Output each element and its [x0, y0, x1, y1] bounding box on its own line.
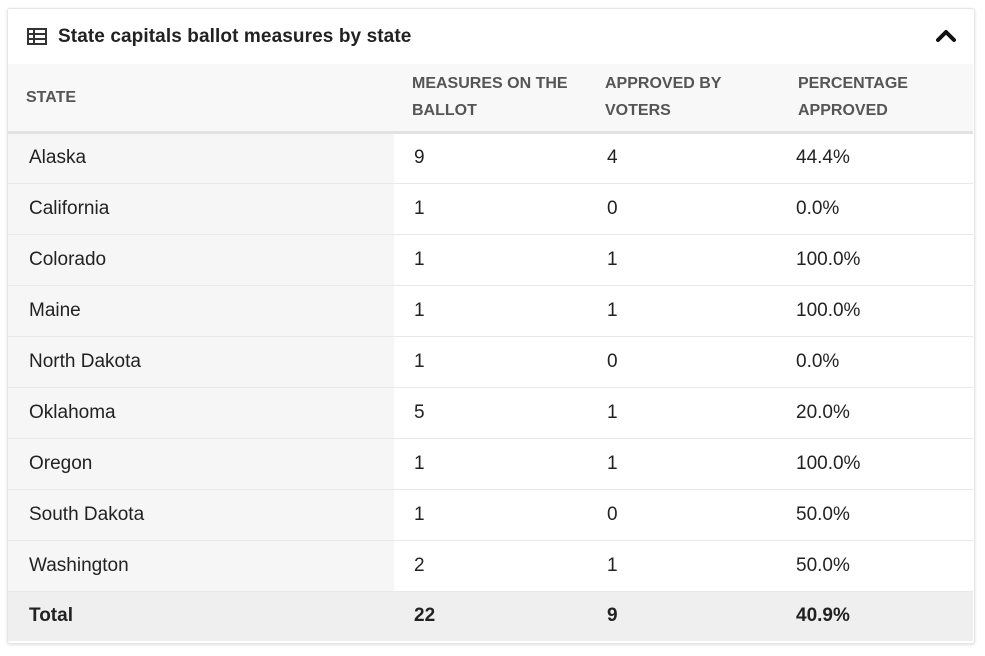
- cell-measures: 2: [414, 554, 425, 576]
- cell-measures: 1: [414, 350, 425, 372]
- table-row: California 1 0 0.0%: [8, 183, 973, 234]
- table-header-row: STATE MEASURES ON THE BALLOT APPROVED BY…: [8, 64, 973, 132]
- cell-approved: 1: [607, 554, 618, 576]
- table-row: Colorado 1 1 100.0%: [8, 234, 973, 285]
- cell-measures: 1: [414, 299, 425, 321]
- cell-approved: 1: [607, 401, 618, 423]
- cell-percentage: 0.0%: [796, 197, 840, 219]
- column-header-state[interactable]: STATE: [26, 88, 77, 106]
- column-header-percentage[interactable]: PERCENTAGE APPROVED: [798, 75, 908, 120]
- cell-percentage: 0.0%: [796, 350, 840, 372]
- table-row: Alaska 9 4 44.4%: [8, 132, 973, 183]
- cell-measures: 1: [414, 248, 425, 270]
- cell-state: Oregon: [8, 438, 394, 489]
- cell-percentage: 44.4%: [796, 147, 850, 168]
- cell-state: South Dakota: [8, 489, 394, 540]
- total-percentage: 40.9%: [796, 605, 850, 627]
- column-header-approved[interactable]: APPROVED BY VOTERS: [605, 75, 722, 120]
- total-approved: 9: [607, 605, 618, 627]
- cell-measures: 1: [414, 452, 425, 474]
- cell-state: Alaska: [8, 132, 394, 183]
- chevron-up-icon[interactable]: [935, 29, 957, 43]
- cell-approved: 0: [607, 350, 618, 372]
- table-row: South Dakota 1 0 50.0%: [8, 489, 973, 540]
- cell-percentage: 100.0%: [796, 452, 861, 474]
- table-row: Oregon 1 1 100.0%: [8, 438, 973, 489]
- cell-measures: 1: [414, 503, 425, 525]
- card-title: State capitals ballot measures by state: [58, 25, 412, 47]
- table-row: Washington 2 1 50.0%: [8, 540, 973, 591]
- table-row: Maine 1 1 100.0%: [8, 285, 973, 336]
- cell-approved: 1: [607, 248, 618, 270]
- total-measures: 22: [414, 605, 436, 627]
- cell-percentage: 50.0%: [796, 503, 850, 525]
- total-label: Total: [29, 605, 73, 627]
- collapse-button[interactable]: [934, 26, 958, 46]
- cell-state: North Dakota: [8, 336, 394, 387]
- table-total-row: Total 22 9 40.9%: [8, 591, 973, 641]
- table-row: North Dakota 1 0 0.0%: [8, 336, 973, 387]
- cell-state: Maine: [8, 285, 394, 336]
- column-header-measures[interactable]: MEASURES ON THE BALLOT: [412, 75, 568, 120]
- cell-approved: 0: [607, 503, 618, 525]
- cell-state: California: [8, 183, 394, 234]
- cell-state: Colorado: [8, 234, 394, 285]
- ballot-measures-card: State capitals ballot measures by state …: [7, 8, 975, 644]
- cell-approved: 0: [607, 197, 618, 219]
- cell-measures: 5: [414, 401, 425, 423]
- card-header: State capitals ballot measures by state: [8, 9, 974, 64]
- cell-percentage: 100.0%: [796, 299, 861, 321]
- cell-approved: 4: [607, 147, 618, 168]
- ballot-measures-table: STATE MEASURES ON THE BALLOT APPROVED BY…: [8, 64, 973, 641]
- cell-approved: 1: [607, 452, 618, 474]
- cell-percentage: 20.0%: [796, 401, 850, 423]
- table-row: Oklahoma 5 1 20.0%: [8, 387, 973, 438]
- cell-state: Oklahoma: [8, 387, 394, 438]
- table-icon: [27, 28, 47, 45]
- cell-state: Washington: [8, 540, 394, 591]
- cell-approved: 1: [607, 299, 618, 321]
- cell-percentage: 100.0%: [796, 248, 861, 270]
- cell-measures: 1: [414, 197, 425, 219]
- cell-percentage: 50.0%: [796, 554, 850, 576]
- cell-measures: 9: [414, 147, 425, 168]
